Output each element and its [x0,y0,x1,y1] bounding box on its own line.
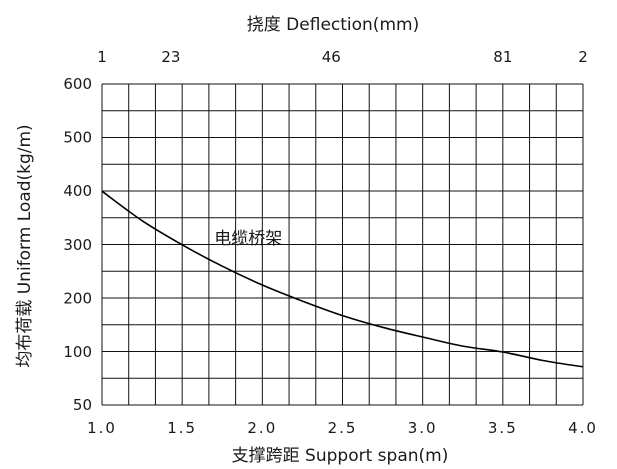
x-tick-label: 1.0 [87,419,117,437]
top-tick-label: 1 [97,48,107,66]
axis-labels: 1.0 1.5 2.0 2.5 3.0 3.5 4.0 1 23 46 81 2 50 100 200 300… [63,48,598,437]
x-tick-label: 3.5 [488,419,518,437]
grid [101,83,584,406]
curve-annotation: 电缆桥架 [214,229,282,249]
y-tick-label: 50 [73,396,92,414]
top-tick-label: 46 [322,48,341,66]
y-tick-label: 600 [63,75,92,93]
top-tick-label: 23 [161,48,180,66]
y-tick-label: 500 [63,129,92,147]
x-tick-label: 2.5 [328,419,358,437]
y-tick-label: 300 [63,236,92,254]
y-tick-label: 100 [63,343,92,361]
series-line-电缆桥架 [101,190,584,368]
x-axis-title: 支撑跨距 Support span(m) [232,446,449,466]
top-tick-label: 81 [493,48,512,66]
x-tick-label: 1.5 [167,419,197,437]
y-tick-label: 200 [63,289,92,307]
chart-title-top: 挠度 Deflection(mm) [247,15,419,35]
y-tick-label: 400 [63,182,92,200]
top-tick-label: 2 [578,48,588,66]
y-axis-title: 均布荷载 Uniform Load(kg/m) [15,124,35,367]
series-curves [101,190,584,368]
x-tick-label: 4.0 [568,419,598,437]
x-tick-label: 3.0 [408,419,438,437]
x-tick-label: 2.0 [247,419,277,437]
